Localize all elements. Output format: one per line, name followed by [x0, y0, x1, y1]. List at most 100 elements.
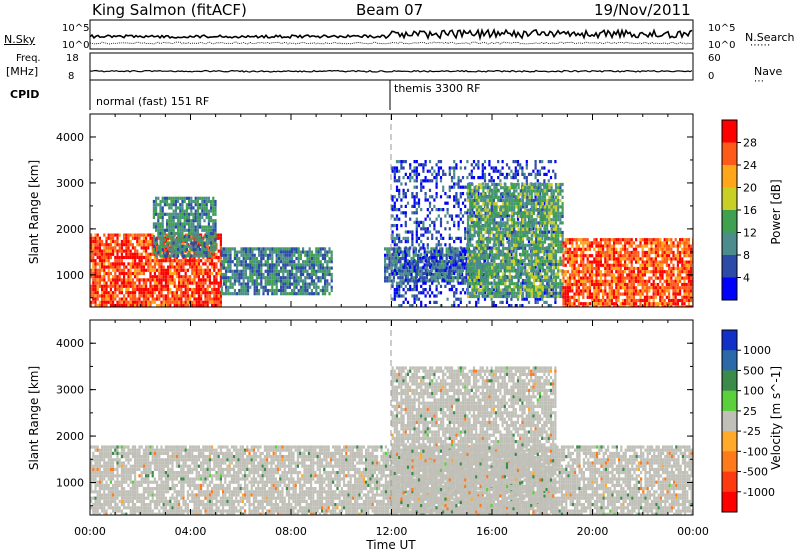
heatmap-cell — [547, 304, 550, 307]
heatmap-cell — [457, 198, 460, 202]
heatmap-cell — [524, 272, 527, 276]
heatmap-cell — [123, 236, 126, 240]
heatmap-cell — [516, 281, 520, 285]
heatmap-cell — [255, 285, 258, 289]
heatmap-cell — [112, 275, 115, 279]
heatmap-cell — [404, 262, 407, 266]
heatmap-cell — [469, 269, 472, 273]
heatmap-cell — [275, 253, 278, 257]
heatmap-cell — [284, 260, 287, 264]
heatmap-cell — [428, 201, 432, 205]
heatmap-cell — [174, 222, 177, 226]
heatmap-cell — [147, 252, 150, 256]
heatmap-cell — [508, 272, 511, 276]
heatmap-cell — [177, 212, 180, 216]
heatmap-cell — [116, 265, 119, 269]
heatmap-cell — [409, 166, 412, 170]
heatmap-cell — [421, 276, 424, 280]
heatmap-cell — [212, 212, 215, 216]
heatmap-cell — [140, 294, 143, 298]
heatmap-cell — [543, 246, 547, 251]
heatmap-cell — [302, 292, 305, 296]
heatmap-cell — [535, 294, 538, 299]
heatmap-cell — [530, 214, 533, 219]
heatmap-cell — [482, 224, 485, 228]
heatmap-cell — [251, 282, 254, 286]
heatmap-cell — [258, 288, 261, 293]
heatmap-cell — [149, 255, 152, 260]
heatmap-cell — [484, 214, 487, 219]
heatmap-cell — [109, 287, 112, 292]
heatmap-cell — [244, 256, 247, 261]
heatmap-cell — [422, 243, 425, 247]
heatmap-cell — [439, 247, 442, 251]
heatmap-cell — [191, 271, 194, 276]
heatmap-cell — [249, 256, 252, 261]
heatmap-cell — [227, 279, 230, 283]
heatmap-cell — [315, 288, 318, 293]
heatmap-cell — [105, 291, 108, 295]
heatmap-cell — [453, 272, 456, 276]
heatmap-cell — [155, 206, 158, 210]
heatmap-cell — [528, 285, 531, 289]
heatmap-cell — [499, 234, 503, 238]
heatmap-cell — [538, 172, 542, 176]
heatmap-cell — [161, 228, 164, 232]
heatmap-cell — [512, 160, 515, 164]
heatmap-cell — [147, 291, 150, 295]
heatmap-cell — [439, 176, 443, 180]
heatmap-cell — [508, 195, 511, 199]
heatmap-cell — [284, 276, 287, 280]
heatmap-cell — [453, 169, 456, 173]
heatmap-cell — [433, 227, 436, 231]
heatmap-cell — [207, 251, 210, 255]
heatmap-cell — [497, 182, 500, 187]
heatmap-cell — [532, 169, 535, 173]
heatmap-cell — [495, 294, 498, 299]
heatmap-cell — [324, 250, 327, 254]
heatmap-cell — [456, 279, 459, 283]
heatmap-cell — [161, 231, 164, 236]
heatmap-cell — [392, 263, 395, 267]
heatmap-cell — [142, 278, 145, 282]
heatmap-cell — [280, 279, 283, 283]
heatmap-cell — [554, 297, 557, 301]
heatmap-cell — [240, 250, 243, 254]
heatmap-cell — [504, 182, 507, 187]
heatmap-cell — [175, 271, 178, 276]
heatmap-cell — [491, 189, 494, 193]
heatmap-cell — [92, 255, 95, 260]
heatmap-cell — [168, 241, 171, 245]
heatmap-cell — [419, 269, 422, 273]
heatmap-cell — [530, 240, 533, 244]
heatmap-cell — [212, 241, 215, 245]
heatmap-cell — [517, 186, 520, 190]
heatmap-cell — [286, 276, 289, 280]
heatmap-cell — [188, 254, 191, 258]
heatmap-cell — [488, 186, 492, 190]
heatmap-cell — [433, 198, 436, 202]
heatmap-cell — [266, 282, 269, 286]
heatmap-cell — [526, 227, 529, 231]
heatmap-cell — [447, 260, 450, 264]
heatmap-cell — [502, 202, 505, 206]
heatmap-cell — [541, 294, 544, 299]
heatmap-cell — [164, 303, 167, 307]
heatmap-cell — [219, 278, 222, 282]
heatmap-cell — [495, 221, 498, 225]
heatmap-cell — [477, 282, 481, 286]
heatmap-cell — [173, 284, 176, 288]
heatmap-cell — [253, 288, 256, 293]
heatmap-cell — [291, 253, 294, 257]
heatmap-cell — [213, 255, 216, 260]
heatmap-cell — [466, 250, 470, 254]
heatmap-cell — [431, 256, 434, 260]
heatmap-cell — [532, 211, 536, 215]
heatmap-cell — [492, 288, 495, 292]
heatmap-cell — [417, 201, 421, 205]
heatmap-cell — [471, 182, 474, 187]
heatmap-cell — [446, 208, 449, 212]
heatmap-cell — [238, 256, 241, 261]
heatmap-cell — [167, 297, 170, 301]
heatmap-cell — [409, 278, 412, 282]
